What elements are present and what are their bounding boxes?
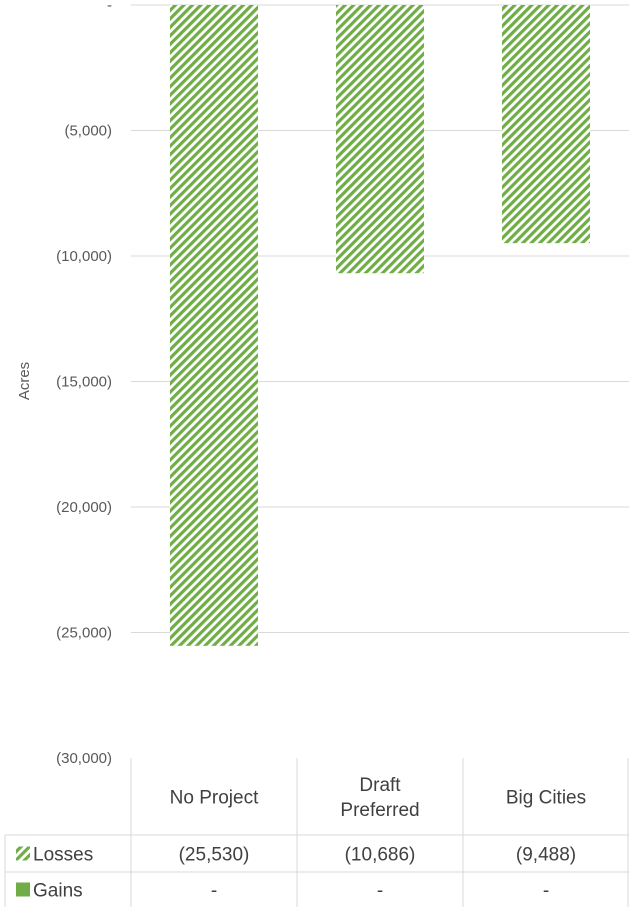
- y-tick-label: (20,000): [56, 499, 112, 516]
- y-tick-label: (25,000): [56, 625, 112, 642]
- y-tick-label: (30,000): [56, 750, 112, 767]
- category-label: Preferred: [340, 800, 419, 821]
- data-label: -: [211, 881, 217, 902]
- legend-key: [16, 882, 30, 897]
- data-label: (25,530): [179, 845, 250, 866]
- y-tick-label: (5,000): [64, 123, 112, 140]
- data-label: -: [543, 881, 549, 902]
- y-axis-title: Acres: [16, 362, 33, 400]
- y-axis-ticks: - (5,000) (10,000) (15,000) (20,000) (25,000)…: [56, 0, 112, 767]
- y-tick-label: (10,000): [56, 248, 112, 265]
- data-label: (9,488): [516, 845, 576, 866]
- bar-losses: [170, 5, 258, 646]
- bar-losses: [336, 5, 424, 274]
- data-label: -: [377, 881, 383, 902]
- y-tick-label: -: [107, 0, 112, 14]
- legend-entry: Losses: [33, 845, 93, 866]
- bar-losses: [502, 5, 590, 244]
- bars: [170, 5, 590, 646]
- legend-entry: Gains: [33, 881, 83, 902]
- category-label: Big Cities: [506, 788, 586, 809]
- y-tick-label: (15,000): [56, 374, 112, 391]
- category-label: No Project: [170, 788, 259, 809]
- legend-key: [16, 846, 30, 861]
- data-table: No Project Draft Preferred Big Cities Losses…: [4, 758, 629, 907]
- data-label: (10,686): [345, 845, 416, 866]
- category-label: Draft: [359, 775, 401, 796]
